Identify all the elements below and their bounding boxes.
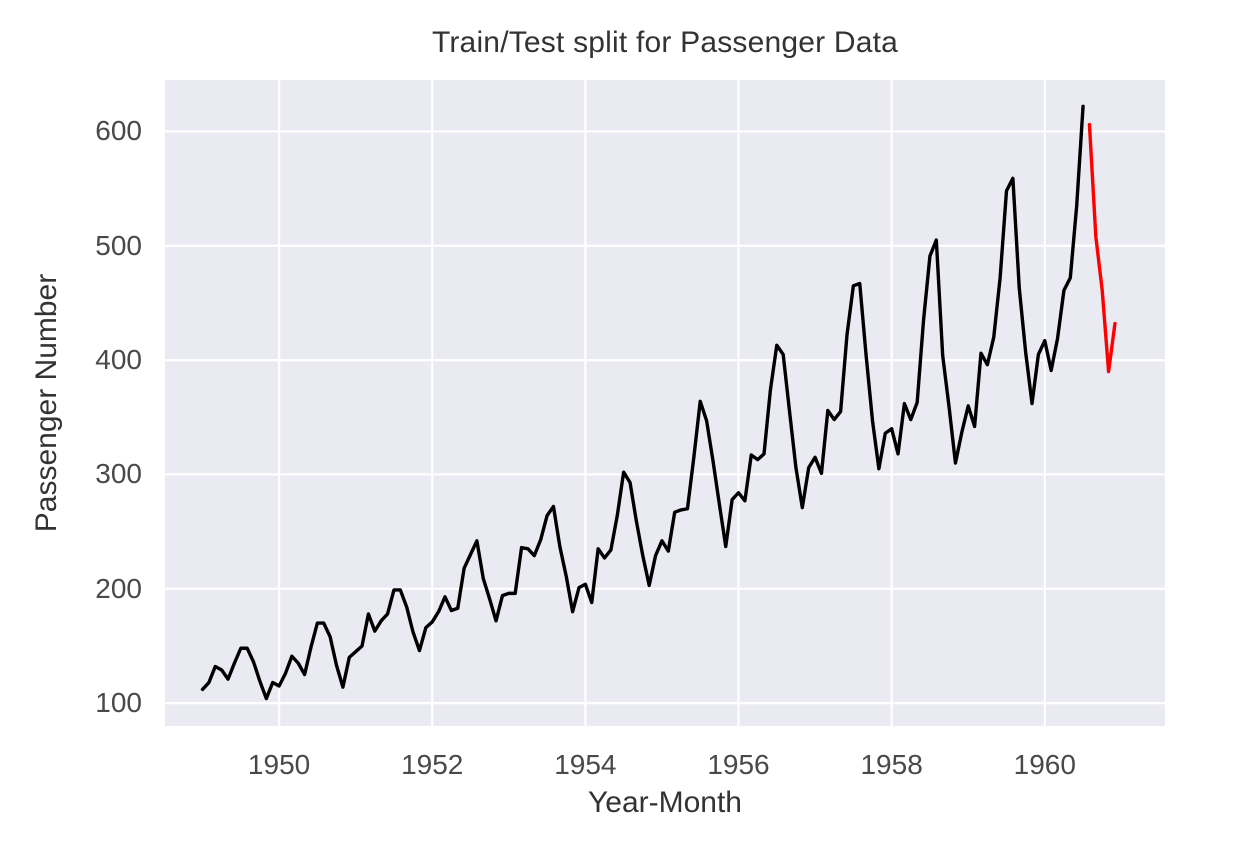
y-tick-label: 100 bbox=[95, 687, 142, 719]
y-tick-labels: 100 200 300 400 500 600 bbox=[0, 0, 148, 857]
y-tick-label: 300 bbox=[95, 458, 142, 490]
x-tick-label: 1956 bbox=[707, 749, 770, 780]
y-tick-label: 600 bbox=[95, 115, 142, 147]
x-tick-label: 1950 bbox=[247, 749, 311, 780]
test-line bbox=[1087, 122, 1117, 374]
x-tick-label: 1952 bbox=[401, 749, 464, 780]
x-axis-label: Year-Month bbox=[588, 786, 742, 819]
y-tick-label: 400 bbox=[95, 344, 142, 376]
y-tick-label: 500 bbox=[95, 229, 142, 261]
train-line bbox=[200, 104, 1085, 701]
x-tick-label: 1958 bbox=[860, 749, 923, 780]
y-tick-label: 200 bbox=[95, 572, 142, 604]
x-tick-label: 1954 bbox=[554, 749, 617, 780]
x-tick-label: 1960 bbox=[1013, 749, 1076, 780]
x-tick-labels: 1950 1952 1954 1956 1958 1960 bbox=[0, 750, 1256, 786]
chart-title: Train/Test split for Passenger Data bbox=[431, 26, 899, 59]
plot-area bbox=[165, 80, 1165, 726]
